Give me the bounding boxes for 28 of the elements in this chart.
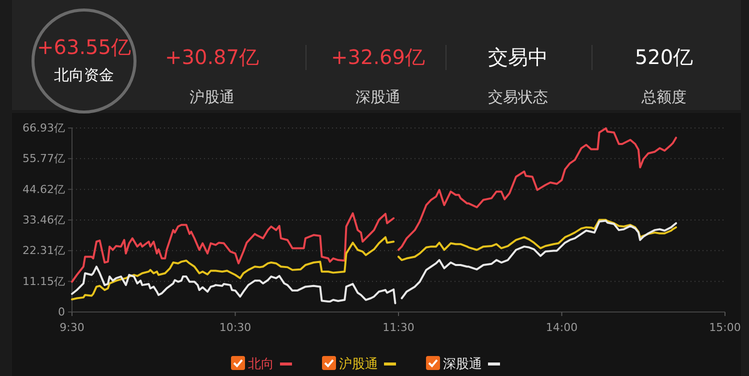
x-tick-label: 10:30 (219, 321, 252, 334)
x-tick-label: 14:00 (546, 321, 578, 334)
text: 深股通 (356, 88, 400, 106)
text: 北向资金 (54, 66, 114, 84)
y-tick-label: 22.31亿 (22, 244, 65, 258)
text: 总额度 (640, 88, 686, 106)
line-series (71, 212, 395, 283)
text: 交易中 (488, 45, 548, 69)
text: 沪股通 (190, 88, 234, 106)
text: +32.69亿 (330, 45, 426, 69)
x-tick-label: 11:30 (382, 321, 414, 334)
y-tick-label: 66.93亿 (22, 122, 65, 135)
x-tick-label: 9:30 (60, 321, 84, 334)
y-tick-label: 55.77亿 (22, 152, 65, 166)
x-tick-label: 15:00 (709, 321, 741, 334)
text: 交易状态 (488, 88, 548, 106)
y-tick-label: 33.46亿 (22, 214, 65, 227)
y-tick-label: 0 (58, 306, 65, 319)
text: 520亿 (634, 45, 694, 69)
y-tick-label: 44.62亿 (22, 182, 65, 196)
text: 沪股通 (339, 356, 378, 372)
line-series (71, 266, 396, 304)
line-series (71, 236, 395, 300)
text: 深股通 (443, 357, 482, 372)
text: +30.87亿 (164, 45, 260, 69)
text: +63.55亿 (36, 35, 132, 59)
text: 北向 (248, 357, 274, 372)
y-tick-label: 11.15亿 (22, 274, 65, 288)
